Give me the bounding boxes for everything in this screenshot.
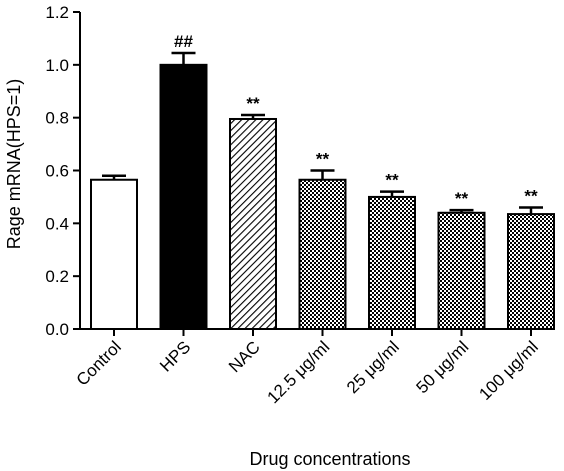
bar [298, 178, 347, 330]
x-axis: Control HPS NAC 12.5 μg/ml 25 μg/ml 50 μg/ml 1… [73, 328, 552, 407]
bar [90, 178, 138, 330]
y-tick-label: 0.8 [45, 109, 69, 128]
bar [159, 63, 208, 330]
bar [437, 211, 486, 330]
bar [229, 117, 277, 330]
x-tick-label: NAC [225, 337, 264, 376]
y-tick-label: 0.0 [45, 320, 69, 339]
y-axis-title: Rage mRNA(HPS=1) [4, 79, 24, 250]
bar [507, 213, 555, 330]
significance-label: ** [455, 189, 469, 208]
y-tick-label: 1.2 [45, 3, 69, 22]
significance-label: ** [385, 171, 399, 190]
x-tick-label: 50 μg/ml [413, 337, 473, 397]
x-tick-label: 12.5 μg/ml [264, 337, 334, 407]
significance-label: ** [246, 94, 260, 113]
bars: ## ** ** ** ** ** [90, 32, 555, 330]
bar [368, 195, 416, 330]
y-tick-label: 1.0 [45, 56, 69, 75]
x-tick-label: 25 μg/ml [343, 337, 403, 397]
x-tick-label: 100 μg/ml [475, 337, 541, 403]
significance-label: ** [524, 186, 538, 205]
y-tick-label: 0.6 [45, 162, 69, 181]
x-tick-label: HPS [156, 337, 194, 375]
y-tick-label: 0.4 [45, 214, 69, 233]
y-tick-label: 0.2 [45, 267, 69, 286]
significance-label: ** [316, 150, 330, 169]
x-tick-label: Control [73, 337, 125, 389]
significance-label: ## [174, 32, 193, 51]
y-axis: 0.0 0.2 0.4 0.6 0.8 1.0 1.2 [45, 3, 81, 339]
x-axis-title: Drug concentrations [249, 449, 410, 469]
